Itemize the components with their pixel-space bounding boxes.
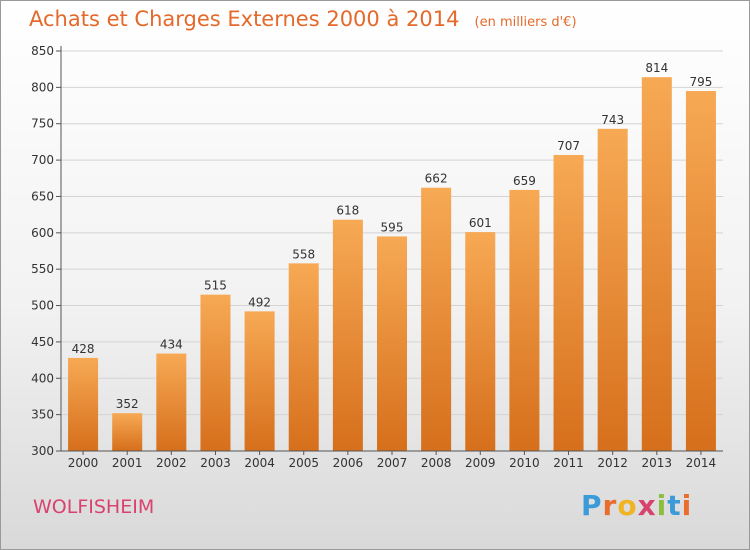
y-tick-label: 850 [31,44,54,58]
data-label: 595 [381,220,404,234]
data-label: 795 [689,75,712,89]
y-tick-label: 400 [31,371,54,385]
data-label: 428 [72,342,95,356]
x-tick-label: 2002 [156,456,187,470]
x-tick-label: 2011 [553,456,584,470]
x-tick-label: 2009 [465,456,496,470]
x-tick-label: 2014 [686,456,717,470]
bar [156,353,187,451]
x-tick-label: 2010 [509,456,540,470]
data-label: 707 [557,139,580,153]
bar [288,263,319,451]
data-label: 434 [160,338,183,352]
y-tick-label: 300 [31,444,54,458]
data-label: 601 [469,216,492,230]
bar [685,91,716,451]
bar [376,236,408,451]
x-tick-label: 2004 [244,456,275,470]
x-tick-label: 2001 [112,456,143,470]
bar [509,189,540,451]
y-tick-label: 600 [31,226,54,240]
bars [68,77,716,451]
chart-title: Achats et Charges Externes 2000 à 2014 [29,7,460,31]
brand-letter: t [667,489,682,522]
data-label: 618 [336,204,359,218]
bar [244,311,275,451]
brand-letter: P [581,489,603,522]
brand-letter: x [637,489,657,522]
data-label: 558 [292,247,315,261]
y-tick-label: 550 [31,262,54,276]
x-tick-label: 2007 [377,456,408,470]
axes [56,46,723,455]
bar [465,232,496,451]
title-row: Achats et Charges Externes 2000 à 2014 (… [29,7,577,31]
chart-unit: (en milliers d'€) [474,15,577,30]
data-label: 743 [601,113,624,127]
data-label: 492 [248,295,271,309]
brand-letter: o [617,489,638,522]
bar [332,219,363,451]
bar [641,77,672,451]
bar [553,155,584,451]
bar [597,128,628,451]
brand-letter: r [602,489,618,522]
data-label: 352 [116,397,139,411]
y-tick-label: 700 [31,153,54,167]
data-label: 659 [513,174,536,188]
y-tick-label: 650 [31,189,54,203]
x-tick-label: 2013 [642,456,673,470]
labels: 300 350 400 450 500 550 600 650 700 750 800 850 428 2… [31,44,716,470]
data-label: 814 [645,61,668,75]
data-label: 662 [425,172,448,186]
x-tick-label: 2006 [333,456,364,470]
x-tick-label: 2000 [68,456,99,470]
bar [112,413,143,451]
bar [421,187,452,451]
bar [200,294,231,451]
y-tick-label: 750 [31,117,54,131]
data-label: 515 [204,279,227,293]
y-tick-label: 350 [31,408,54,422]
commune-name: WOLFISHEIM [33,496,155,518]
y-tick-label: 450 [31,335,54,349]
proxiti-logo: Proxiti [581,489,692,522]
bar [68,357,99,451]
x-tick-label: 2003 [200,456,231,470]
x-tick-label: 2005 [288,456,319,470]
brand-letter: i [656,489,668,522]
y-tick-label: 800 [31,80,54,94]
x-tick-label: 2008 [421,456,452,470]
y-tick-label: 500 [31,299,54,313]
brand-letter: i [681,489,693,522]
x-tick-label: 2012 [597,456,628,470]
